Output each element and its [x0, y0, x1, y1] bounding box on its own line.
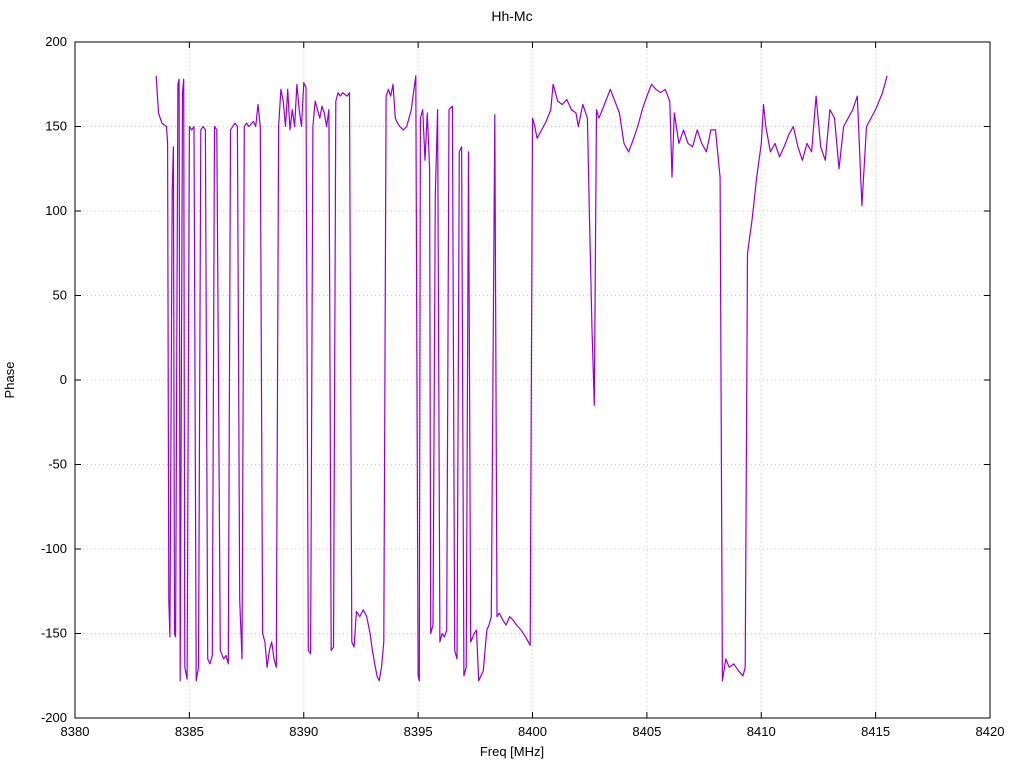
- y-tick-label: 200: [45, 34, 67, 49]
- y-axis-label: Phase: [2, 362, 17, 399]
- y-tick-label: -150: [41, 626, 67, 641]
- x-axis-label: Freq [MHz]: [480, 744, 544, 759]
- y-tick-label: -50: [48, 457, 67, 472]
- phase-series-line: [155, 75, 888, 682]
- series: [155, 75, 888, 682]
- axes: 8380 8385 8390 8395 8400 8405 8410 8415 8420 -200…: [41, 34, 1004, 739]
- x-tick-label: 8400: [518, 724, 547, 739]
- chart-title: Hh-Mc: [491, 8, 532, 24]
- y-tick-label: 150: [45, 119, 67, 134]
- y-tick-label: -200: [41, 710, 67, 725]
- x-tick-label: 8380: [61, 724, 90, 739]
- x-tick-label: 8385: [175, 724, 204, 739]
- y-tick-label: 0: [60, 372, 67, 387]
- x-tick-label: 8410: [747, 724, 776, 739]
- x-tick-label: 8420: [976, 724, 1005, 739]
- plot-border: [74, 41, 991, 719]
- y-tick-label: -100: [41, 541, 67, 556]
- x-tick-label: 8390: [289, 724, 318, 739]
- y-tick-label: 50: [53, 288, 67, 303]
- y-tick-label: 100: [45, 203, 67, 218]
- x-tick-label: 8405: [632, 724, 661, 739]
- x-tick-label: 8415: [861, 724, 890, 739]
- x-tick-label: 8395: [404, 724, 433, 739]
